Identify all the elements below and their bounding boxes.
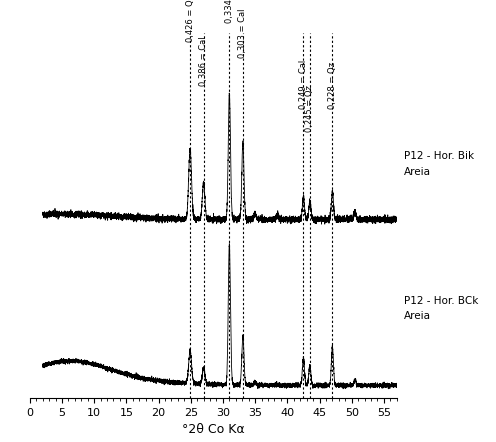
X-axis label: °2θ Co Kα: °2θ Co Kα: [182, 423, 245, 436]
Text: P12 - Hor. Bik: P12 - Hor. Bik: [404, 152, 474, 161]
Text: 0,303 = Cal: 0,303 = Cal: [239, 8, 248, 57]
Text: 0,228 = Qz: 0,228 = Qz: [328, 62, 337, 109]
Text: Areia: Areia: [404, 167, 431, 177]
Text: 0,334 = Qz: 0,334 = Qz: [225, 0, 234, 23]
Text: P12 - Hor. BCk: P12 - Hor. BCk: [404, 296, 479, 306]
Text: 0,249 = Cal: 0,249 = Cal: [299, 60, 308, 109]
Text: 0,386 = Cal: 0,386 = Cal: [199, 37, 208, 86]
Text: 0,245 = Qz: 0,245 = Qz: [306, 85, 314, 132]
Text: 0,426 = Qz: 0,426 = Qz: [186, 0, 194, 42]
Text: Areia: Areia: [404, 311, 431, 321]
